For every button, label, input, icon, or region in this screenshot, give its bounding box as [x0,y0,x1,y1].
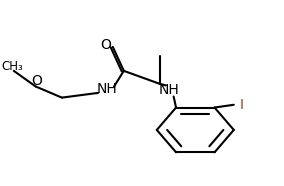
Text: NH: NH [159,83,179,97]
Text: I: I [239,98,243,112]
Text: O: O [101,38,111,52]
Text: O: O [32,74,43,88]
Text: NH: NH [97,82,118,96]
Text: CH₃: CH₃ [1,60,23,73]
